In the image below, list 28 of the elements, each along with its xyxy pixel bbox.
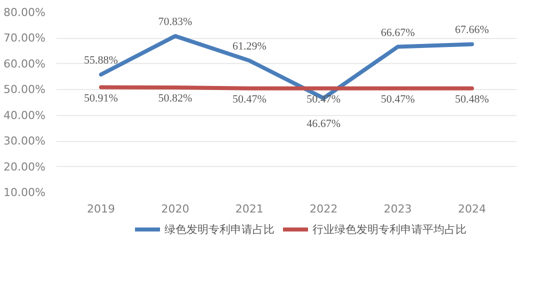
y-tick-label: 80.00% [4, 6, 46, 19]
data-label: 50.82% [158, 92, 192, 105]
data-label: 46.67% [306, 118, 341, 130]
legend-label: 绿色发明专利申请占比 [164, 222, 274, 236]
x-tick-label: 2021 [235, 202, 264, 216]
x-tick-label: 2019 [87, 202, 116, 216]
data-label: 61.29% [232, 40, 266, 53]
x-tick-label: 2023 [384, 202, 412, 216]
y-tick-label: 30.00% [4, 134, 46, 148]
x-tick-label: 2024 [458, 202, 486, 216]
data-label: 50.91% [84, 92, 118, 104]
y-tick-label: 40.00% [4, 108, 46, 122]
x-tick-label: 2020 [161, 202, 190, 216]
data-label: 50.48% [455, 93, 489, 106]
data-label: 70.83% [158, 16, 192, 28]
data-label: 50.47% [232, 93, 266, 106]
y-tick-label: 20.00% [4, 160, 46, 174]
y-tick-label: 60.00% [4, 57, 46, 70]
y-tick-label: 70.00% [4, 32, 46, 45]
data-label: 66.67% [380, 26, 415, 39]
data-label: 67.66% [455, 24, 489, 36]
data-label: 50.47% [306, 93, 341, 106]
x-tick-label: 2022 [310, 202, 338, 216]
legend-label: 行业绿色发明专利申请平均占比 [312, 222, 466, 236]
y-tick-label: 10.00% [4, 186, 46, 199]
data-label: 50.47% [380, 93, 415, 106]
data-label: 55.88% [84, 54, 118, 67]
y-tick-label: 50.00% [4, 83, 46, 96]
